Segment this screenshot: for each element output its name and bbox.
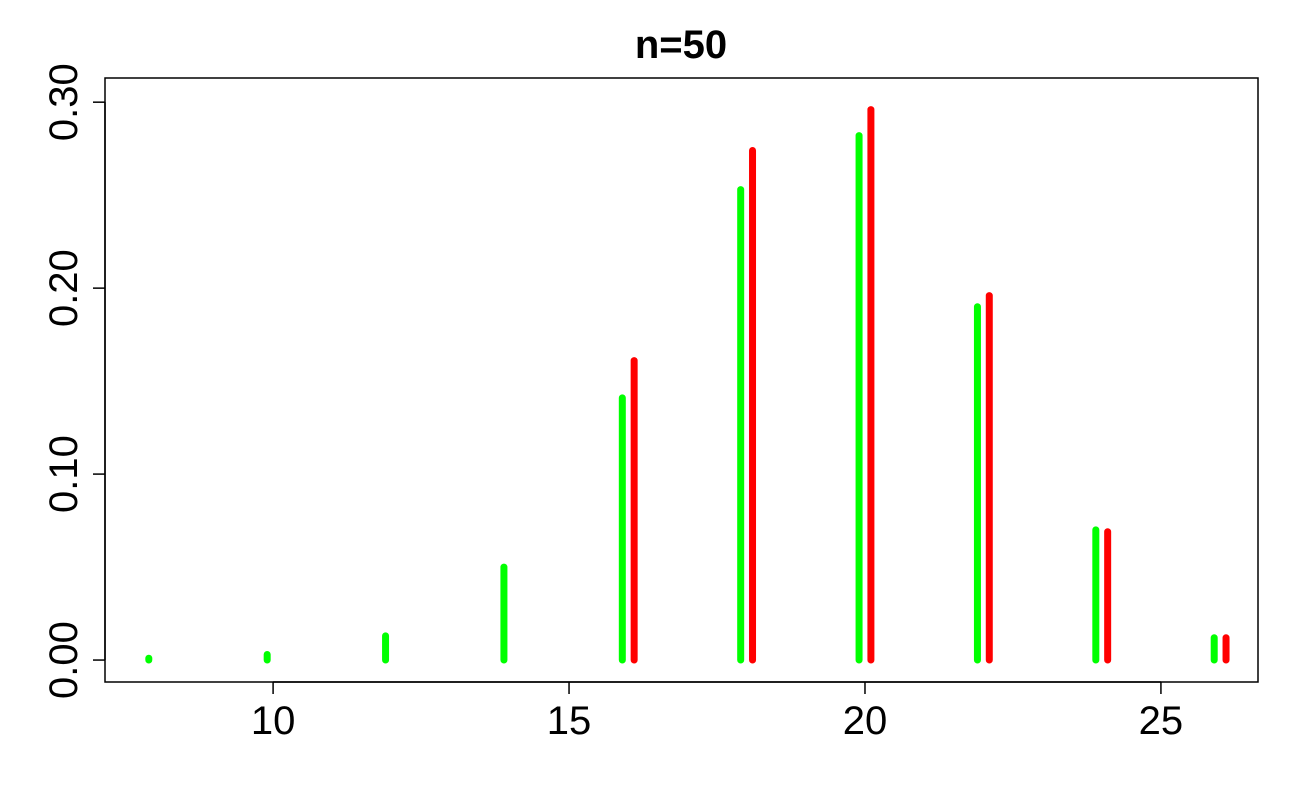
- chart-title: n=50: [635, 23, 727, 67]
- plot-frame: [104, 77, 1259, 683]
- y-tick-label: 0.00: [42, 621, 86, 699]
- y-tick-label: 0.10: [42, 435, 86, 513]
- y-tick-label: 0.30: [42, 63, 86, 141]
- y-tick-label: 0.20: [42, 249, 86, 327]
- x-tick-label: 25: [1139, 699, 1184, 743]
- x-tick-label: 20: [843, 699, 888, 743]
- x-tick-label: 15: [547, 699, 592, 743]
- x-tick-label: 10: [251, 699, 296, 743]
